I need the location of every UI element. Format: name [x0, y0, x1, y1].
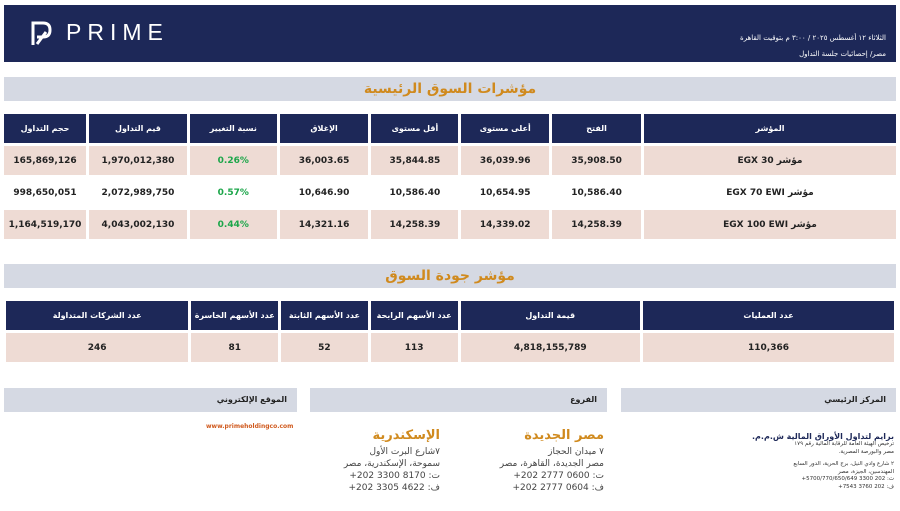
website-link[interactable]: www.primeholdingco.com: [206, 423, 294, 430]
col-high: أعلى مستوى: [461, 114, 550, 143]
branch-phone: ت: 8170 3300 202+: [349, 471, 440, 481]
branch-fax: ف: 4622 3305 202+: [348, 483, 440, 493]
col-volume: حجم التداول: [4, 114, 87, 143]
branches-bar: الفروع: [310, 388, 607, 412]
cell-change: 0.57%: [217, 187, 249, 198]
cell-traded-companies: 246: [6, 333, 189, 362]
market-quality-bar: مؤشر جودة السوق: [4, 264, 896, 288]
report-subtitle: مصر/ إحصائيات جلسة التداول: [799, 50, 886, 58]
hq-phone: ت: 202 3300 5700/770/650/649+: [801, 476, 894, 482]
hq-fax: ف: 202 3760 7543+: [838, 483, 894, 490]
main-indices-title: مؤشرات السوق الرئيسية: [363, 81, 537, 97]
cell-close: 14,321.16: [279, 210, 369, 239]
license-line: ترخيص الهيئة العامة للرقابة المالية رقم …: [794, 441, 894, 447]
branch-city: مصر الجديدة: [524, 428, 604, 443]
col-gainers: عدد الأسهم الرابحة: [370, 301, 458, 330]
hq-bar: المركز الرئيسي: [621, 388, 896, 412]
market-quality-table: عدد العمليات قيمة التداول عدد الأسهم الر…: [3, 298, 897, 365]
cell-volume: 1,164,519,170: [4, 210, 87, 239]
col-losers: عدد الأسهم الخاسرة: [191, 301, 279, 330]
cell-high: 10,654.95: [479, 187, 531, 198]
col-unchanged: عدد الأسهم الثابتة: [281, 301, 368, 330]
cell-unchanged: 52: [281, 333, 368, 362]
prime-logo-icon: [31, 21, 52, 45]
cell-low: 10,586.40: [389, 187, 441, 198]
cell-close: 10,646.90: [298, 187, 350, 198]
branch-city: الإسكندرية: [372, 428, 440, 443]
cell-value: 4,043,002,130: [89, 210, 187, 239]
cell-gainers: 113: [370, 333, 458, 362]
cell-high: 14,339.02: [461, 210, 550, 239]
col-transactions: عدد العمليات: [643, 301, 894, 330]
cell-value: 2,072,989,750: [101, 187, 175, 198]
cell-volume: 165,869,126: [4, 146, 87, 175]
col-change: نسبة التغيير: [189, 114, 277, 143]
cell-value: 1,970,012,380: [89, 146, 187, 175]
table-row: مؤشر EGX 70 EWI 10,586.40 10,654.95 10,5…: [4, 178, 896, 207]
cell-open: 35,908.50: [552, 146, 641, 175]
col-close: الإغلاق: [279, 114, 369, 143]
session-date: الثلاثاء ١٢ أغسطس ٢٠٢٥ / ٣:٠٠ م بتوقيت ا…: [740, 34, 886, 42]
cell-losers: 81: [191, 333, 279, 362]
branches-label: الفروع: [570, 395, 597, 404]
cell-open: 14,258.39: [552, 210, 641, 239]
main-indices-table: المؤشر الفتح أعلى مستوى أقل مستوى الإغلا…: [1, 111, 899, 242]
col-traded-companies: عدد الشركات المتداولة: [6, 301, 189, 330]
branch-address: ٧شارع البرت الأول: [369, 447, 440, 457]
cell-change: 0.26%: [189, 146, 277, 175]
website-bar: الموقع الإلكتروني: [4, 388, 297, 412]
company-name: برايم لتداول الأوراق المالية ش.م.م.: [752, 432, 894, 441]
cell-open: 10,586.40: [571, 187, 622, 198]
cell-index-name: مؤشر EGX 70 EWI: [726, 187, 814, 198]
address-line-1: ٢ شارع وادي النيل، برج الحرية، الدور الس…: [793, 461, 894, 467]
branch-alexandria: الإسكندرية ٧شارع البرت الأول سموحة، الإس…: [344, 428, 440, 494]
table-header-row: المؤشر الفتح أعلى مستوى أقل مستوى الإغلا…: [4, 114, 896, 143]
table-header-row: عدد العمليات قيمة التداول عدد الأسهم الر…: [6, 301, 894, 330]
cell-trade-value: 4,818,155,789: [460, 333, 640, 362]
branch-district: سموحة، الإسكندرية، مصر: [343, 459, 440, 469]
cell-index-name: مؤشر EGX 100 EWI: [643, 210, 896, 239]
col-value: قيم التداول: [89, 114, 187, 143]
cell-high: 36,039.96: [461, 146, 550, 175]
website-label: الموقع الإلكتروني: [216, 395, 287, 404]
col-open: الفتح: [552, 114, 641, 143]
cell-low: 35,844.85: [371, 146, 459, 175]
header-bar: PRIME الثلاثاء ١٢ أغسطس ٢٠٢٥ / ٣:٠٠ م بت…: [4, 5, 896, 62]
col-trade-value: قيمة التداول: [460, 301, 640, 330]
branch-heliopolis: مصر الجديدة ٧ ميدان الحجاز مصر الجديدة، …: [500, 428, 604, 494]
branch-address: ٧ ميدان الحجاز: [548, 447, 604, 457]
branch-fax: ف: 0604 2777 202+: [512, 483, 604, 493]
head-office-info: برايم لتداول الأوراق المالية ش.م.م. ترخي…: [644, 432, 894, 491]
cell-index-name: مؤشر EGX 30: [643, 146, 896, 175]
col-low: أقل مستوى: [371, 114, 459, 143]
cell-transactions: 110,366: [643, 333, 894, 362]
market-quality-title: مؤشر جودة السوق: [385, 268, 515, 284]
cell-low: 14,258.39: [371, 210, 459, 239]
cell-change: 0.44%: [189, 210, 277, 239]
brand-name: PRIME: [66, 19, 169, 45]
table-row: مؤشر EGX 100 EWI 14,258.39 14,339.02 14,…: [4, 210, 896, 239]
table-row: مؤشر EGX 30 35,908.50 36,039.96 35,844.8…: [4, 146, 896, 175]
cell-close: 36,003.65: [279, 146, 369, 175]
main-indices-bar: مؤشرات السوق الرئيسية: [4, 77, 896, 101]
table-row: 110,366 4,818,155,789 113 52 81 246: [6, 333, 894, 362]
exchange-line: مصر والبورصة المصرية.: [838, 448, 894, 455]
address-line-2: المهندسين، الجيزة، مصر: [837, 468, 894, 475]
hq-label: المركز الرئيسي: [824, 395, 886, 404]
brand-logo: PRIME: [30, 19, 169, 46]
branch-district: مصر الجديدة، القاهرة، مصر: [499, 459, 604, 469]
col-index: المؤشر: [643, 114, 896, 143]
cell-volume: 998,650,051: [13, 187, 77, 198]
branch-phone: ت: 0600 2777 202+: [513, 471, 604, 481]
